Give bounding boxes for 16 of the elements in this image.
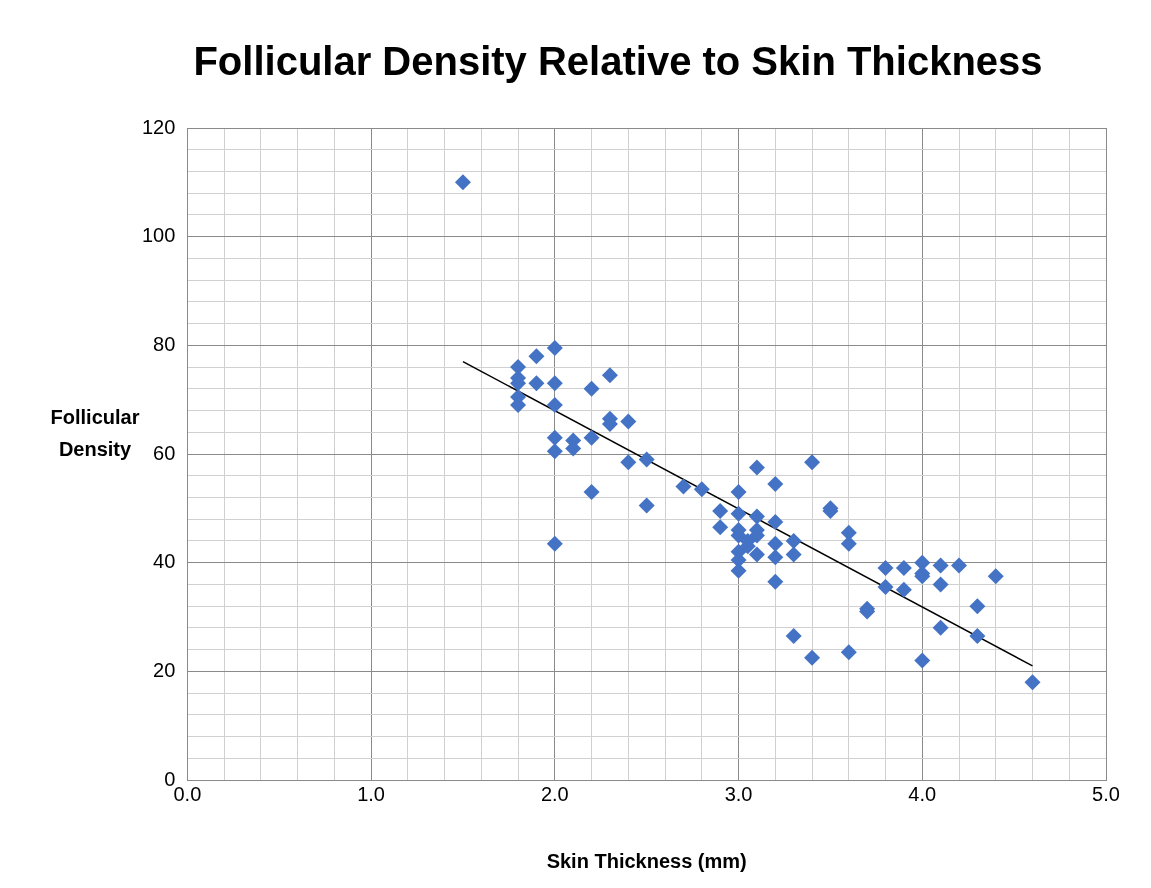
- y-tick-label: 20: [153, 658, 176, 681]
- x-tick-label: 4.0: [908, 782, 937, 805]
- y-tick-label: 40: [153, 550, 176, 573]
- y-tick-label: 0: [164, 767, 176, 790]
- y-tick-label: 80: [153, 332, 176, 355]
- y-tick-label: 120: [141, 115, 176, 138]
- x-tick-label: 0.0: [173, 782, 202, 805]
- chart-title: Follicular Density Relative to Skin Thickness: [193, 39, 1043, 84]
- x-tick-label: 3.0: [724, 782, 753, 805]
- y-tick-label: 60: [153, 441, 176, 464]
- x-tick-label: 5.0: [1092, 782, 1120, 805]
- x-tick-label: 1.0: [357, 782, 385, 805]
- y-axis-title: Follicular Density: [50, 405, 140, 460]
- x-tick-label: 2.0: [540, 782, 569, 805]
- y-tick-label: 100: [141, 224, 176, 247]
- x-axis-title: Skin Thickness (mm): [546, 849, 747, 872]
